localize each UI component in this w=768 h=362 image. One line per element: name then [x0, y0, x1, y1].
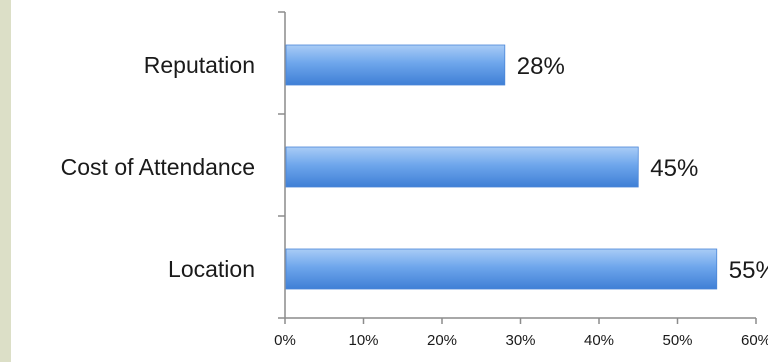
- x-tick-label: 10%: [348, 332, 378, 349]
- value-label: 45%: [650, 155, 698, 182]
- value-label: 55%: [729, 257, 768, 284]
- bars: [285, 44, 718, 290]
- x-tick-label: 60%: [741, 332, 768, 349]
- bar-location: [285, 248, 718, 290]
- left-edge-strip: [0, 0, 11, 362]
- category-label: Location: [168, 256, 255, 282]
- bar-cost-of-attendance: [285, 146, 639, 188]
- x-tick-label: 20%: [427, 332, 457, 349]
- value-label: 28%: [517, 53, 565, 80]
- axes: [278, 11, 757, 324]
- category-label: Cost of Attendance: [61, 154, 255, 180]
- x-tick-label: 0%: [274, 332, 296, 349]
- x-tick-label: 50%: [662, 332, 692, 349]
- bar-reputation: [285, 44, 506, 86]
- x-tick-label: 30%: [505, 332, 535, 349]
- labels: 0% 10% 20% 30% 40% 50% 60% Reputation 28% Cost of…: [61, 52, 768, 349]
- category-label: Reputation: [144, 52, 255, 78]
- x-tick-label: 40%: [584, 332, 614, 349]
